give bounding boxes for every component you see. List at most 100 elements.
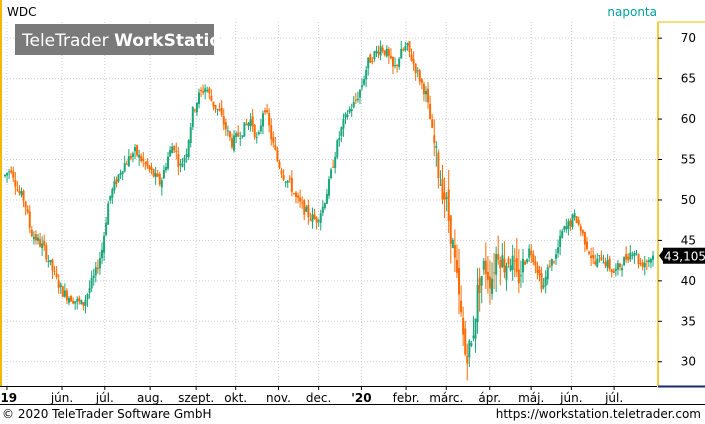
candle-body	[524, 261, 527, 265]
candle-body	[251, 116, 254, 127]
candle-body	[208, 88, 211, 94]
candle-body	[328, 179, 330, 196]
candle-body	[631, 254, 634, 256]
candle-body	[278, 161, 281, 168]
candle-body	[164, 166, 167, 171]
candle-body	[323, 203, 326, 209]
candle-body	[544, 276, 547, 286]
candle-body	[548, 265, 551, 268]
candle-body	[187, 140, 190, 158]
candle-body	[455, 259, 458, 273]
candle-body	[509, 265, 512, 271]
candle-body	[606, 260, 609, 268]
candle-body	[189, 127, 192, 143]
interval-label[interactable]: naponta	[607, 5, 657, 19]
candle-body	[472, 335, 475, 339]
candle-body	[581, 230, 584, 234]
candle-body	[629, 252, 632, 260]
x-tick-label: szept.	[178, 391, 214, 405]
candle-body	[437, 152, 440, 178]
candle-body	[191, 107, 194, 128]
candle-body	[65, 290, 68, 300]
candle-body	[532, 254, 535, 263]
candle-body	[67, 298, 70, 303]
candle-body	[169, 150, 172, 157]
candle-body	[113, 181, 116, 191]
y-tick-label: 60	[681, 112, 696, 126]
candle-body	[519, 275, 522, 277]
candle-body	[435, 145, 438, 148]
price-chart[interactable]: TeleTrader WorkStation WDC naponta 30 35 4…	[0, 0, 705, 405]
candle-body	[24, 201, 27, 208]
candle-body	[569, 220, 572, 226]
candle-body	[579, 226, 582, 231]
candle-body	[528, 248, 531, 258]
candle-body	[241, 135, 244, 137]
x-tick-label: máj.	[518, 391, 544, 405]
candle-body	[383, 50, 386, 55]
candle-body	[499, 260, 502, 269]
candle-body	[557, 247, 560, 254]
candle-body	[614, 268, 617, 271]
candle-body	[107, 203, 110, 225]
candle-body	[478, 277, 481, 294]
candle-body	[78, 297, 81, 302]
candle-body	[305, 206, 308, 212]
candle-body	[414, 63, 417, 74]
candle-body	[286, 180, 289, 183]
candle-body	[336, 140, 339, 158]
candle-body	[264, 110, 267, 113]
candle-body	[179, 163, 182, 165]
x-tick-label: márc.	[429, 391, 463, 405]
candle-body	[546, 267, 549, 280]
candle-body	[542, 285, 545, 288]
candle-body	[148, 165, 151, 170]
candle-body	[441, 178, 444, 200]
candle-body	[604, 261, 607, 266]
candle-body	[175, 150, 178, 153]
candle-body	[637, 254, 640, 265]
symbol-label: WDC	[7, 5, 36, 19]
x-tick-label: aug.	[137, 391, 163, 405]
candle-body	[167, 156, 170, 169]
candle-body	[247, 122, 250, 126]
candle-body	[330, 169, 333, 179]
candle-body	[369, 54, 372, 63]
candle-body	[616, 263, 619, 270]
candle-body	[443, 192, 446, 200]
y-axis-ticks: 30 35 40 45 50 55 60 65 70	[658, 31, 696, 369]
candle-body	[131, 153, 134, 157]
candle-body	[280, 170, 283, 174]
candle-body	[255, 137, 258, 139]
candle-body	[350, 109, 353, 112]
source-url[interactable]: https://workstation.teletrader.com	[495, 407, 701, 421]
y-tick-label: 50	[681, 193, 696, 207]
candle-body	[276, 149, 279, 161]
candle-body	[41, 243, 44, 248]
candle-body	[365, 69, 368, 80]
x-tick-label: júl.	[604, 391, 623, 405]
candle-body	[346, 114, 349, 117]
candle-body	[144, 162, 147, 164]
candle-body	[515, 258, 518, 272]
candle-body	[511, 255, 514, 271]
candle-body	[488, 276, 491, 289]
candle-body	[361, 85, 364, 88]
candle-body	[32, 236, 35, 240]
candle-body	[125, 163, 128, 165]
candle-body	[142, 158, 145, 161]
candle-body	[150, 167, 153, 170]
candle-body	[348, 108, 351, 113]
candle-body	[140, 156, 143, 162]
candle-body	[297, 195, 300, 198]
candle-body	[495, 254, 498, 275]
x-tick-label: júl.	[95, 391, 114, 405]
y-tick-label: 35	[681, 314, 696, 328]
candle-body	[625, 253, 628, 260]
candle-body	[412, 59, 415, 64]
candle-body	[96, 267, 99, 270]
candle-body	[74, 301, 77, 304]
candle-body	[210, 95, 213, 101]
candle-body	[608, 258, 611, 270]
y-tick-label: 30	[681, 355, 696, 369]
